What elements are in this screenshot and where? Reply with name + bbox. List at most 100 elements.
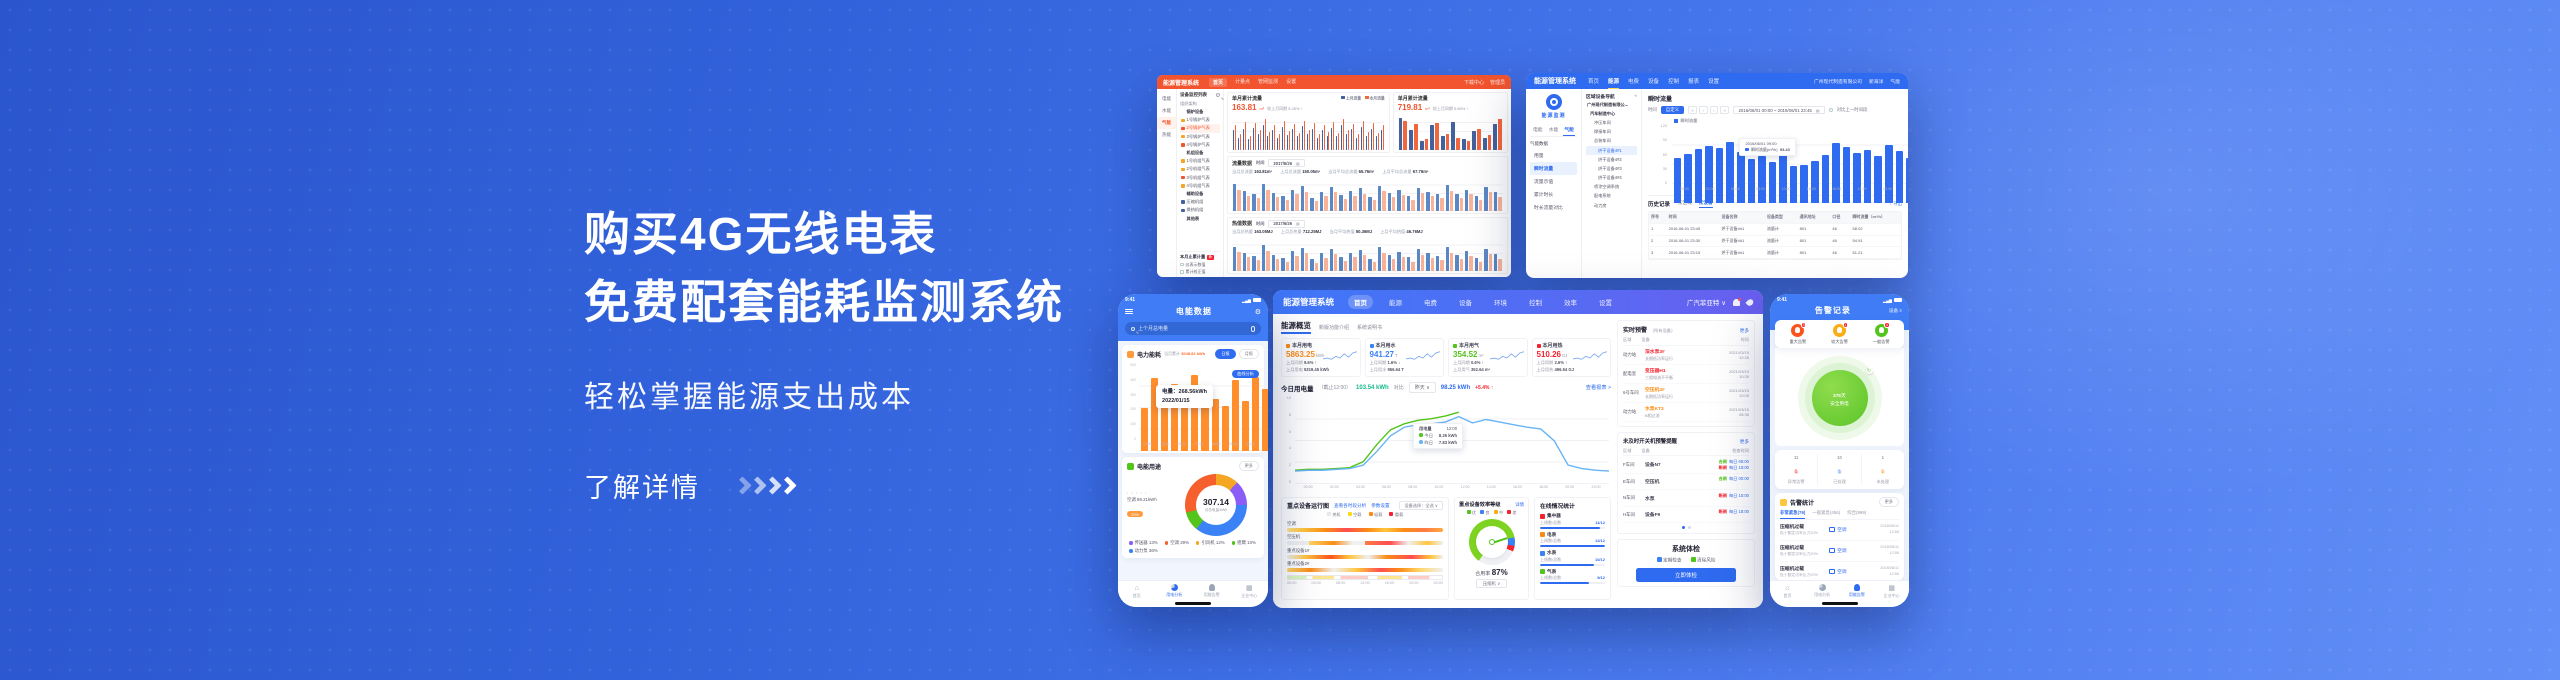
sidebar-menu-item[interactable]: 时长流量对比	[1534, 206, 1563, 211]
dashA-nav-right-item[interactable]: 管理员	[1489, 79, 1505, 86]
step-button[interactable]: »	[1720, 106, 1730, 114]
dashC-nav-item[interactable]: 设备	[1459, 300, 1473, 307]
search-icon[interactable]	[1216, 93, 1220, 97]
mic-icon[interactable]	[1251, 325, 1255, 332]
more-pill[interactable]: 更多	[1238, 461, 1259, 471]
page-dot[interactable]	[1687, 526, 1691, 529]
dashA-tree-item[interactable]: 其他表	[1180, 214, 1220, 222]
checkbox-row[interactable]: 累计校正值	[1180, 269, 1220, 275]
dashA-rail-item[interactable]: 电能	[1162, 96, 1171, 101]
dashA-nav-item[interactable]: 首页	[1209, 77, 1228, 87]
pagination-dots[interactable]: • • • • •	[1127, 489, 1148, 495]
tab-item[interactable]: 首页	[1770, 584, 1805, 599]
table-row[interactable]: 2 2016-06-01 23:30 烘干设备4#1 流量计 801 46 54.91	[1649, 236, 1901, 248]
sidebar-menu-item[interactable]: 瞬时流量	[1530, 162, 1577, 175]
alarm-tab[interactable]: 一般紧急(456)	[1812, 510, 1841, 515]
dashA-tree-item[interactable]: 2号机组气表	[1180, 165, 1220, 173]
device-tree-item[interactable]: 烘干设备4#2	[1598, 156, 1622, 162]
alert-row[interactable]: 动力站 深水泵3# 长期低功率运行 2021/03/15 12:35	[1623, 348, 1749, 365]
sidebar-menu-item[interactable]: 累计时长	[1534, 193, 1554, 198]
alerts-more-link[interactable]: 更多	[1739, 328, 1749, 333]
dashC-nav-item[interactable]: 首页	[1348, 295, 1374, 309]
alarm-list-row[interactable]: 压缩机过载 低于额定功率压力20% 空调 2018/08/11 12:56	[1780, 541, 1899, 562]
switch-more-link[interactable]: 更多	[1739, 438, 1749, 444]
dashA-tree-item[interactable]: 1号锅炉气表	[1180, 116, 1220, 124]
learn-more-link[interactable]: 了解详情	[584, 466, 1064, 505]
device-tree-item[interactable]: 动力房	[1594, 202, 1607, 208]
dashA-tree-item[interactable]: 4号锅炉气表	[1180, 141, 1220, 149]
device-tree-item[interactable]: 喷涂空调系统	[1594, 184, 1620, 190]
dashB-nav-item[interactable]: 报表	[1688, 79, 1700, 85]
switch-row[interactable]: E车间 空压机 合闸 每日 00:00	[1623, 476, 1749, 490]
energy-tab[interactable]: 电能	[1533, 128, 1543, 133]
dashA-tree-item[interactable]: 机组设备	[1180, 149, 1220, 157]
alarm-tab[interactable]: 非常紧急(76)	[1780, 510, 1806, 519]
alert-row[interactable]: 6号车间 空压机3# 长期低功率运行 2021/03/15 10:05	[1623, 386, 1749, 403]
tab-item[interactable]: 企业中心	[1231, 584, 1269, 599]
device-tree-item[interactable]: 焊接车间	[1594, 129, 1611, 135]
run-link[interactable]: 参数设置	[1371, 502, 1390, 508]
overview-link[interactable]: 系统说明书	[1357, 324, 1383, 331]
compare-radio[interactable]	[1828, 108, 1833, 112]
overview-link[interactable]: 新版功能介绍	[1319, 324, 1350, 331]
tab-item[interactable]: 用能告警	[1840, 584, 1875, 599]
time-brush[interactable]	[1287, 575, 1443, 580]
dashA-rail-item[interactable]: 气能	[1157, 117, 1176, 129]
dashA-tree-item[interactable]: 压缩机组	[1180, 198, 1220, 206]
step-button[interactable]: «	[1687, 106, 1698, 114]
dashA-rail-item[interactable]: 水能	[1162, 108, 1171, 113]
dashA-nav-right-item[interactable]: 下载中心	[1463, 79, 1484, 86]
step-button[interactable]: ›	[1709, 106, 1719, 114]
dashC-nav-item[interactable]: 效率	[1564, 300, 1578, 307]
dashA-nav-item[interactable]: 设置	[1286, 78, 1297, 85]
sidebar-menu-item[interactable]: 用量	[1534, 154, 1544, 159]
search-bar[interactable]: 上个月总电量	[1125, 322, 1261, 335]
dashB-nav-right-item[interactable]: 新海洋	[1868, 79, 1884, 85]
dashA-tree-item[interactable]: 3号锅炉气表	[1180, 133, 1220, 141]
device-tree-item[interactable]: 总装车间	[1594, 138, 1611, 144]
checkbox-row[interactable]: 仪表示数值	[1180, 262, 1220, 268]
tab-item[interactable]: 首页	[1118, 584, 1156, 599]
date-range-picker[interactable]: 2016/06/01 00:00 ~ 2016/06/01 23:45	[1733, 106, 1825, 114]
collapse-icon[interactable]: «	[1634, 94, 1637, 99]
more-pill[interactable]: 更多	[1878, 497, 1899, 507]
dashB-nav-item[interactable]: 电费	[1628, 79, 1640, 85]
device-tree-item[interactable]: 烘干设备4#1	[1586, 145, 1637, 156]
device-select-dropdown[interactable]: 设备选择：全选 ∨	[1399, 501, 1443, 510]
dashB-nav-item[interactable]: 设置	[1708, 79, 1720, 85]
dashC-nav-item[interactable]: 电费	[1424, 300, 1438, 307]
daily-report-pill[interactable]: 日报	[1215, 349, 1236, 359]
tab-item[interactable]: 用电分析	[1156, 584, 1194, 599]
preset-custom-button[interactable]: 自定义	[1660, 106, 1684, 114]
start-check-button[interactable]: 立即体检	[1635, 567, 1737, 582]
gear-icon[interactable]: ⚙	[1254, 308, 1261, 316]
dashA-tree-item[interactable]: 3号机组气表	[1180, 174, 1220, 182]
dashA-nav-item[interactable]: 计量点	[1235, 78, 1251, 85]
tab-item[interactable]: 用电分析	[1805, 584, 1840, 599]
device-tree-item[interactable]: 汽车制造中心	[1590, 110, 1616, 116]
dashC-nav-item[interactable]: 环境	[1494, 300, 1508, 307]
sidebar-menu-item[interactable]: 流量示值	[1534, 180, 1554, 185]
alarm-list-row[interactable]: 压缩机过载 低于额定功率压力20% 空调 2018/08/11 12:56	[1780, 520, 1899, 541]
device-filter-link[interactable]: 设备 ≡	[1888, 307, 1902, 313]
device-tree-item[interactable]: 广州现代制造有限公...	[1587, 101, 1629, 107]
device-tree-item[interactable]: 烘干设备4#4	[1598, 175, 1622, 181]
dashB-nav-right-item[interactable]: 气能	[1890, 79, 1900, 85]
monthly-report-pill[interactable]: 月报	[1238, 349, 1259, 359]
curve-analysis-button[interactable]: 曲线分析	[1232, 370, 1259, 378]
dashB-nav-item[interactable]: 设备	[1648, 79, 1660, 85]
alert-row[interactable]: 配电室 变压器H1 三相电流不平衡 2021/03/15 10:39	[1623, 367, 1749, 384]
dashB-nav-right-item[interactable]: 广州现代制造有限公司	[1814, 79, 1862, 85]
dashA-tree-item[interactable]: 2号锅炉气表	[1180, 124, 1220, 133]
view-report-link[interactable]: 查看报表 >	[1585, 385, 1611, 391]
dashB-nav-item[interactable]: 控制	[1668, 79, 1680, 85]
alarm-type[interactable]: 4 一般告警	[1860, 322, 1902, 345]
dashC-nav-item[interactable]: 设置	[1599, 300, 1613, 307]
alert-row[interactable]: 动力站 水泵KT3 B相过流 2021/03/15 08:36	[1623, 405, 1749, 422]
company-selector[interactable]: 广汽菲亚特 ∨	[1686, 300, 1726, 307]
dashA-rail-item[interactable]: 热能	[1162, 132, 1171, 137]
step-button[interactable]: ‹	[1699, 106, 1708, 114]
table-row[interactable]: 1 2016-06-01 23:45 烘干设备4#1 流量计 801 46 58.02	[1649, 224, 1901, 236]
dashC-nav-item[interactable]: 能源	[1389, 300, 1403, 307]
notification-bell-icon[interactable]	[1733, 297, 1741, 306]
